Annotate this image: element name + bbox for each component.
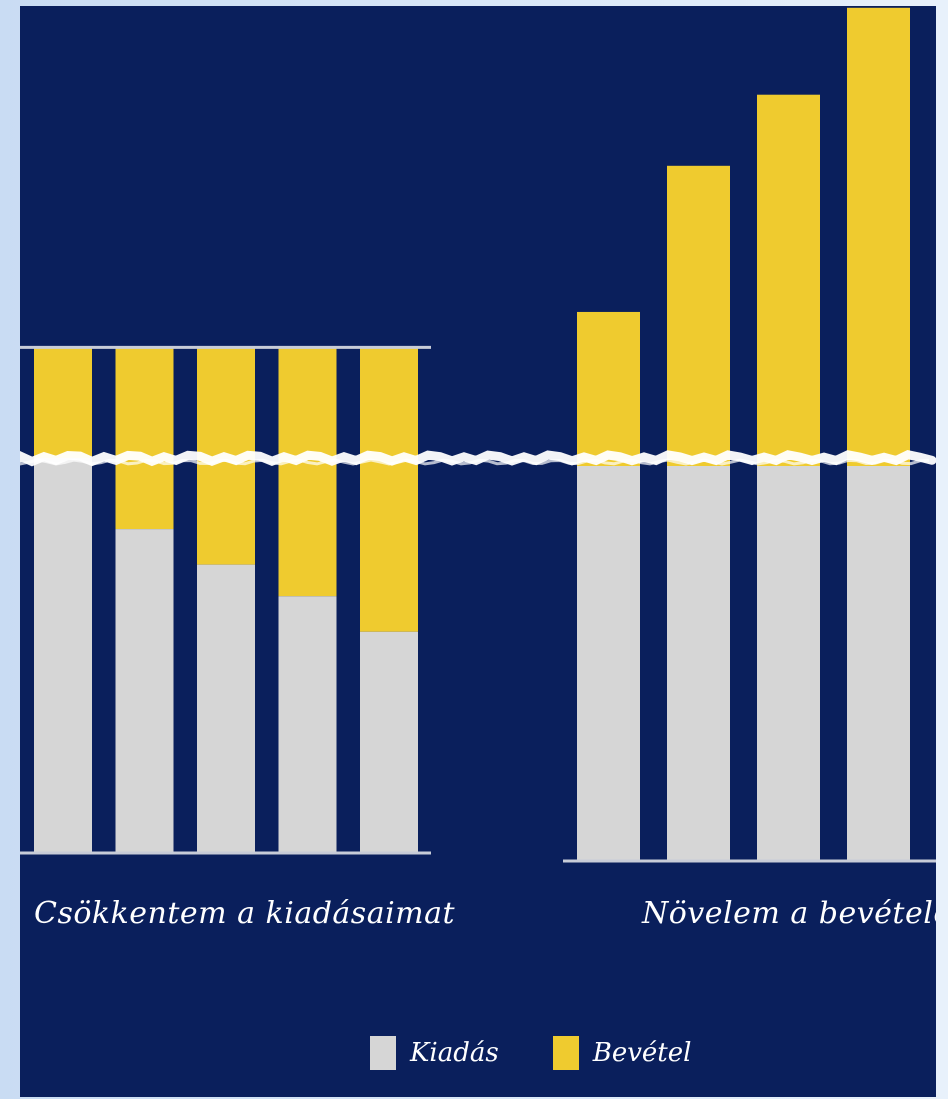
bar-kiadas-0-3 xyxy=(278,596,337,853)
chart-panel: Csökkentem a kiadásaimat Növelem a bevét… xyxy=(20,6,936,1097)
bar-kiadas-1-3 xyxy=(847,466,910,861)
chart-canvas xyxy=(20,7,936,863)
legend-swatch-bevetel xyxy=(552,1036,579,1070)
legend-label-kiadas: Kiadás xyxy=(410,1038,499,1068)
legend-item-kiadas: Kiadás xyxy=(370,1036,499,1070)
bar-bevetel-0-3 xyxy=(278,347,337,597)
right-group-label: Növelem a bevételeimet xyxy=(642,896,936,931)
bar-kiadas-0-2 xyxy=(197,564,255,853)
legend-label-bevetel: Bevétel xyxy=(592,1038,692,1068)
axis-break-line-texture xyxy=(20,458,930,466)
legend-item-bevetel: Bevétel xyxy=(552,1036,692,1070)
legend: Kiadás Bevétel xyxy=(370,1036,731,1070)
bar-bevetel-1-0 xyxy=(577,311,640,466)
bar-bevetel-1-3 xyxy=(847,7,910,467)
bar-bevetel-1-2 xyxy=(757,94,820,466)
bar-bevetel-0-4 xyxy=(360,347,418,632)
bar-kiadas-1-0 xyxy=(577,466,640,861)
bar-kiadas-1-1 xyxy=(667,466,730,861)
bar-kiadas-1-2 xyxy=(757,466,820,861)
bar-kiadas-0-0 xyxy=(34,458,92,853)
bar-bevetel-1-1 xyxy=(667,165,730,467)
bar-bevetel-0-0 xyxy=(34,347,92,458)
bar-kiadas-0-1 xyxy=(115,529,174,853)
bar-bevetel-0-1 xyxy=(115,347,174,530)
legend-swatch-kiadas xyxy=(370,1036,396,1070)
bar-kiadas-0-4 xyxy=(360,631,418,853)
left-group-label: Csökkentem a kiadásaimat xyxy=(34,896,456,931)
